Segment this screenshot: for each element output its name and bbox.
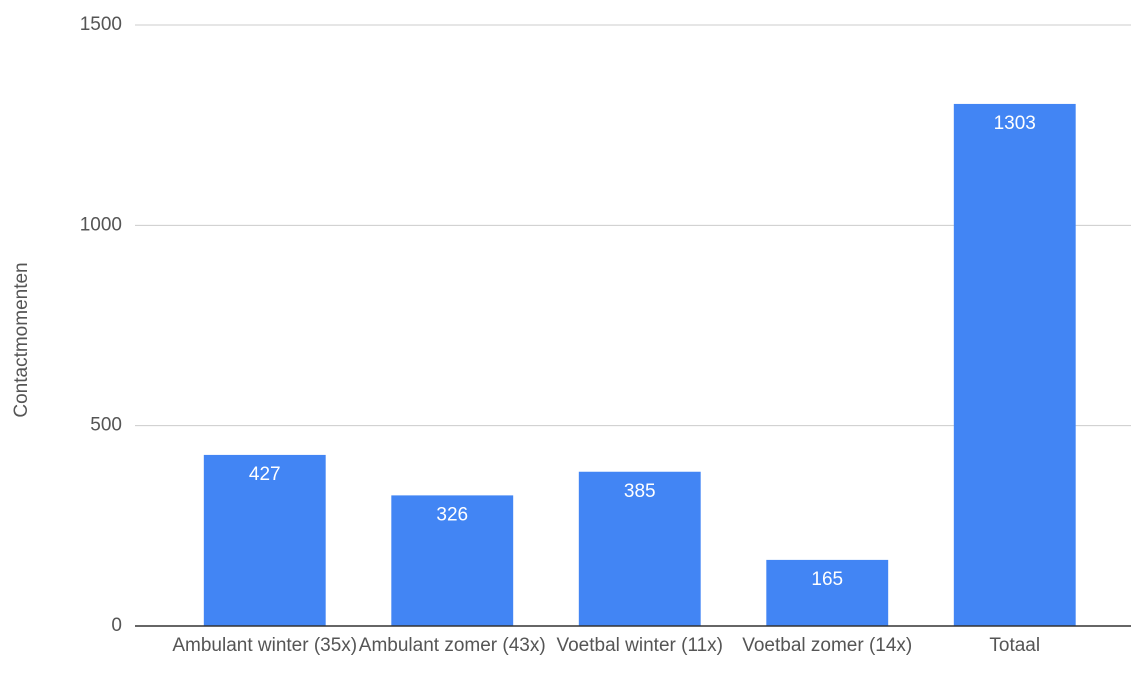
bar — [203, 454, 326, 626]
data-label: 1303 — [994, 113, 1036, 134]
data-label: 427 — [249, 464, 281, 485]
bar — [953, 103, 1076, 626]
bar — [578, 471, 701, 626]
data-label: 165 — [811, 569, 843, 590]
x-tick-label: Ambulant winter (35x) — [172, 635, 358, 656]
bar — [766, 559, 889, 626]
x-tick-label: Voetbal zomer (14x) — [742, 635, 913, 656]
bar — [391, 495, 514, 626]
x-tick-label: Totaal — [989, 635, 1041, 656]
y-axis-title: Contactmomenten — [11, 262, 32, 417]
data-label: 326 — [436, 504, 468, 525]
x-tick-label: Voetbal winter (11x) — [556, 635, 723, 656]
y-tick-label: 0 — [111, 615, 122, 636]
y-tick-label: 1500 — [80, 14, 122, 35]
data-label: 385 — [624, 481, 656, 502]
y-tick-label: 1000 — [80, 214, 122, 235]
y-tick-label: 500 — [90, 415, 122, 436]
x-tick-label: Ambulant zomer (43x) — [358, 635, 546, 656]
